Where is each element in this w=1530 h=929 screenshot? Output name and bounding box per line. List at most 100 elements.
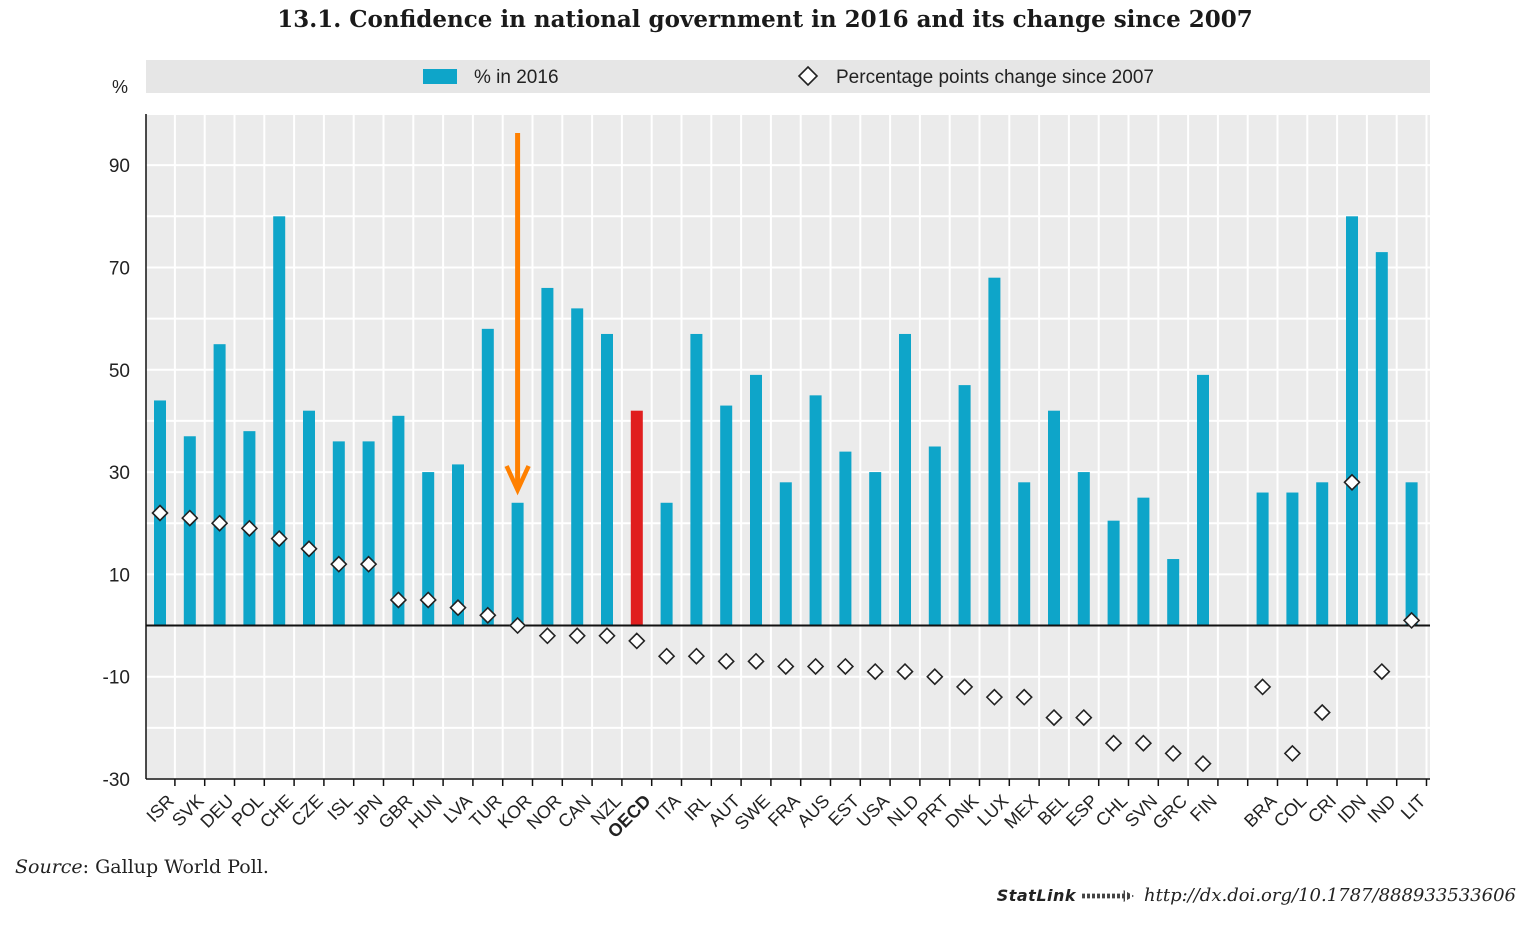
x-tick-label-fin: FIN: [1186, 791, 1221, 826]
bar-mex: [1018, 482, 1031, 626]
x-tick-label-ita: ITA: [651, 791, 684, 824]
bar-svk: [183, 436, 196, 626]
y-tick-label: -10: [103, 668, 130, 689]
marker-ind: [1373, 662, 1391, 681]
marker-ita: [657, 647, 676, 665]
y-tick-label: 70: [109, 258, 130, 279]
bar-isl: [332, 441, 345, 626]
marker-svk: [181, 509, 199, 527]
x-tick-label-lit: LIT: [1397, 791, 1430, 824]
marker-col: [1283, 744, 1302, 763]
legend-swatch-bar: [423, 69, 457, 84]
source-label: Source: [15, 856, 83, 878]
x-tick-label-bra: BRA: [1240, 791, 1280, 831]
x-tick-label-usa: USA: [853, 791, 893, 831]
bar-oecd: [630, 410, 643, 626]
bar-lva: [452, 464, 464, 626]
x-tick-label-ind: IND: [1364, 791, 1400, 827]
statlink: StatLink http://dx.doi.org/10.1787/888933…: [997, 885, 1516, 906]
marker-svn: [1134, 734, 1153, 752]
statlink-word: StatLink: [996, 886, 1077, 905]
y-tick-label: 50: [109, 361, 130, 382]
marker-mex: [1015, 688, 1033, 706]
marker-irl: [687, 647, 706, 665]
marker-swe: [747, 652, 765, 670]
y-tick-label: 90: [109, 156, 130, 177]
marker-aut: [717, 652, 735, 670]
legend-label-diamond: Percentage points change since 2007: [836, 67, 1154, 88]
marker-jpn: [359, 555, 378, 573]
legend-label-bar: % in 2016: [474, 67, 559, 88]
x-tick-label-bel: BEL: [1034, 791, 1072, 829]
x-tick-label-nld: NLD: [883, 791, 923, 831]
marker-gbr: [389, 591, 408, 609]
marker-cze: [300, 540, 318, 558]
statlink-url[interactable]: http://dx.doi.org/10.1787/888933533606: [1144, 885, 1516, 906]
bar-est: [839, 451, 852, 626]
x-tick-label-cri: CRI: [1304, 791, 1340, 827]
bar-gbr: [392, 415, 405, 626]
bar-jpn: [362, 441, 375, 626]
x-tick-label-pol: POL: [228, 791, 268, 831]
bar-dnk: [958, 385, 971, 626]
bar-grc: [1167, 559, 1180, 626]
marker-esp: [1075, 708, 1093, 727]
marker-bel: [1045, 708, 1063, 727]
bar-swe: [750, 374, 762, 626]
marker-series: [151, 473, 1421, 773]
bar-lit: [1405, 482, 1418, 626]
bar-ind: [1375, 252, 1388, 626]
y-axis-tick-labels: -30 -10 10 30 50 70 90: [103, 156, 130, 791]
bar-bra: [1256, 492, 1269, 626]
marker-lux: [985, 688, 1004, 706]
x-tick-label-fra: FRA: [764, 791, 804, 831]
bar-nld: [899, 333, 911, 626]
x-tick-label-idn: IDN: [1334, 791, 1370, 827]
marker-nzl: [598, 627, 616, 645]
marker-est: [836, 657, 855, 676]
bar-idn: [1346, 216, 1358, 626]
bar-nor: [541, 287, 554, 626]
bar-cri: [1316, 482, 1329, 626]
marker-aus: [806, 657, 825, 676]
x-axis-ticks: [174, 779, 1428, 786]
bar-can: [571, 308, 584, 626]
marker-cri: [1313, 703, 1331, 722]
x-tick-label-esp: ESP: [1062, 791, 1102, 831]
x-tick-label-svk: SVK: [168, 791, 208, 831]
x-axis-tick-labels: ISRSVKDEUPOLCHECZEISLJPNGBRHUNLVATURKORN…: [143, 791, 1430, 842]
marker-nld: [896, 662, 914, 681]
source-text: : Gallup World Poll.: [82, 856, 269, 878]
bar-irl: [690, 333, 703, 626]
bar-lux: [988, 277, 1001, 626]
marker-lva: [449, 599, 467, 617]
bar-deu: [213, 344, 226, 626]
marker-idn: [1343, 473, 1361, 491]
bar-tur: [481, 328, 494, 626]
bar-kor: [511, 502, 524, 626]
source-note: Source: Gallup World Poll.: [15, 856, 269, 878]
bar-col: [1286, 492, 1299, 626]
marker-lit: [1402, 611, 1421, 630]
marker-grc: [1164, 744, 1182, 763]
bar-esp: [1077, 472, 1090, 626]
marker-fra: [777, 657, 795, 676]
bar-cze: [303, 410, 315, 626]
bar-aut: [720, 405, 733, 626]
y-tick-label: 10: [109, 565, 130, 586]
annotation-arrow: [504, 133, 531, 496]
bar-usa: [869, 472, 882, 626]
bar-che: [273, 216, 286, 626]
bar-fra: [779, 482, 792, 626]
x-tick-label-grc: GRC: [1149, 791, 1191, 833]
bar-bel: [1048, 410, 1060, 626]
marker-che: [270, 529, 288, 548]
bar-fin: [1197, 374, 1209, 626]
legend-background: [146, 60, 1430, 93]
x-tick-label-est: EST: [824, 791, 863, 830]
marker-usa: [866, 662, 884, 681]
x-tick-label-col: COL: [1270, 791, 1310, 831]
arrow-head: [504, 465, 531, 496]
x-tick-label-chl: CHL: [1092, 791, 1132, 831]
